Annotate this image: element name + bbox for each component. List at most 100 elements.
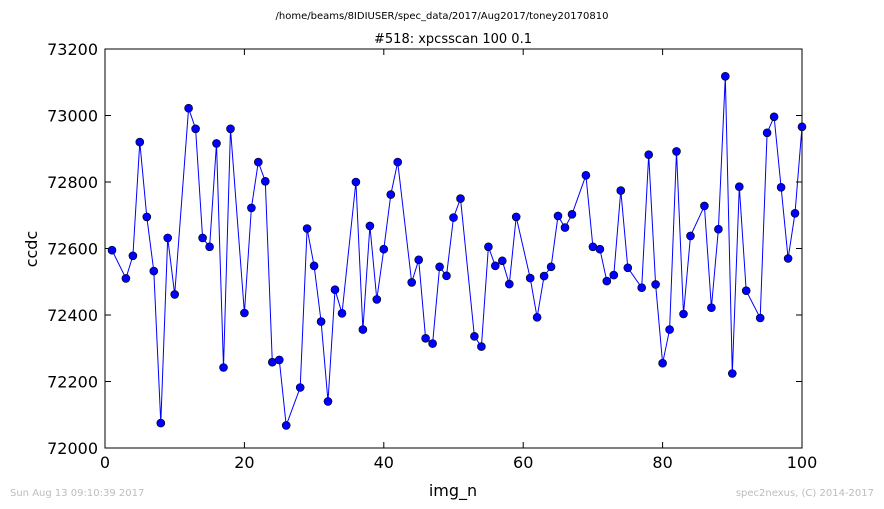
data-point bbox=[720, 72, 730, 81]
y-tick-label: 73200 bbox=[47, 40, 98, 59]
data-point bbox=[156, 418, 166, 428]
series-line bbox=[111, 76, 803, 426]
data-point bbox=[797, 122, 807, 132]
data-point bbox=[226, 124, 235, 134]
x-axis-label: img_n bbox=[429, 481, 477, 501]
data-point bbox=[135, 137, 145, 147]
data-point bbox=[470, 331, 479, 341]
data-point bbox=[351, 177, 361, 187]
data-point bbox=[616, 186, 626, 195]
data-point bbox=[539, 271, 549, 281]
data-point bbox=[707, 303, 716, 313]
data-point bbox=[532, 312, 542, 322]
data-point bbox=[253, 157, 263, 167]
data-point bbox=[170, 290, 179, 299]
data-point bbox=[358, 325, 368, 334]
data-point bbox=[714, 224, 723, 234]
footer-credit: spec2nexus, (C) 2014-2017 bbox=[735, 488, 874, 499]
data-point bbox=[435, 262, 444, 272]
data-point bbox=[365, 221, 375, 231]
data-point bbox=[560, 223, 570, 232]
data-point bbox=[240, 308, 249, 318]
data-point bbox=[421, 333, 430, 343]
data-point bbox=[393, 157, 403, 167]
x-tick-label: 40 bbox=[374, 453, 394, 472]
data-point bbox=[511, 212, 521, 222]
data-point bbox=[567, 210, 577, 219]
data-point bbox=[407, 278, 417, 287]
data-point bbox=[302, 224, 312, 233]
data-point bbox=[309, 261, 319, 271]
y-tick-label: 72000 bbox=[47, 439, 98, 458]
data-point bbox=[260, 177, 270, 186]
chart-title: #518: xpcsscan 100 0.1 bbox=[374, 32, 532, 47]
data-point bbox=[776, 183, 786, 192]
data-point bbox=[449, 213, 458, 222]
x-tick-label: 20 bbox=[234, 453, 254, 472]
y-axis-label: ccdc bbox=[22, 231, 41, 268]
data-point bbox=[504, 279, 514, 289]
data-point bbox=[686, 231, 695, 241]
y-tick-label: 72200 bbox=[47, 373, 98, 392]
data-point bbox=[762, 128, 772, 138]
y-tick-label: 72800 bbox=[47, 173, 98, 192]
data-point bbox=[274, 355, 284, 365]
data-point bbox=[602, 276, 612, 286]
data-point bbox=[651, 280, 660, 289]
data-point bbox=[734, 182, 744, 191]
data-point bbox=[247, 203, 256, 213]
data-point bbox=[128, 251, 138, 261]
data-point bbox=[700, 201, 709, 211]
data-point bbox=[497, 256, 507, 266]
data-point bbox=[121, 274, 131, 283]
data-point bbox=[546, 262, 556, 272]
data-point bbox=[665, 325, 674, 334]
x-tick-label: 100 bbox=[787, 453, 818, 472]
data-point bbox=[456, 194, 465, 203]
data-point bbox=[184, 103, 193, 113]
data-point bbox=[198, 233, 207, 243]
data-point bbox=[783, 254, 793, 263]
data-point bbox=[219, 363, 228, 372]
data-point bbox=[609, 270, 619, 280]
data-point bbox=[428, 339, 437, 348]
data-point bbox=[205, 242, 214, 252]
data-point bbox=[414, 255, 424, 265]
data-point bbox=[741, 286, 751, 296]
data-point bbox=[442, 271, 451, 281]
data-point bbox=[107, 245, 117, 255]
data-point bbox=[637, 283, 647, 293]
data-point bbox=[644, 150, 654, 159]
data-point bbox=[337, 308, 347, 318]
data-point bbox=[379, 244, 389, 254]
data-point bbox=[295, 383, 305, 392]
data-point bbox=[658, 358, 667, 368]
data-point bbox=[769, 112, 779, 122]
x-tick-label: 60 bbox=[513, 453, 533, 472]
data-point bbox=[281, 421, 291, 430]
data-point bbox=[149, 266, 159, 276]
y-tick-label: 72400 bbox=[47, 306, 98, 325]
chart-path-header: /home/beams/8IDIUSER/spec_data/2017/Aug2… bbox=[276, 11, 609, 22]
data-point bbox=[672, 147, 681, 156]
data-point bbox=[595, 244, 605, 254]
data-point bbox=[755, 313, 765, 323]
data-point bbox=[679, 309, 688, 319]
x-tick-label: 0 bbox=[100, 453, 110, 472]
data-point bbox=[142, 212, 152, 222]
data-point bbox=[212, 139, 221, 148]
data-point bbox=[581, 171, 591, 180]
data-point bbox=[525, 273, 535, 283]
data-point bbox=[790, 209, 800, 218]
data-point bbox=[477, 342, 486, 351]
data-point bbox=[330, 285, 340, 295]
data-point bbox=[490, 261, 500, 271]
y-tick-label: 73000 bbox=[47, 107, 98, 126]
x-tick-label: 80 bbox=[652, 453, 672, 472]
data-point bbox=[316, 317, 326, 326]
data-point bbox=[163, 233, 172, 243]
data-point bbox=[323, 397, 333, 406]
data-point bbox=[623, 263, 633, 273]
data-point bbox=[484, 242, 493, 252]
